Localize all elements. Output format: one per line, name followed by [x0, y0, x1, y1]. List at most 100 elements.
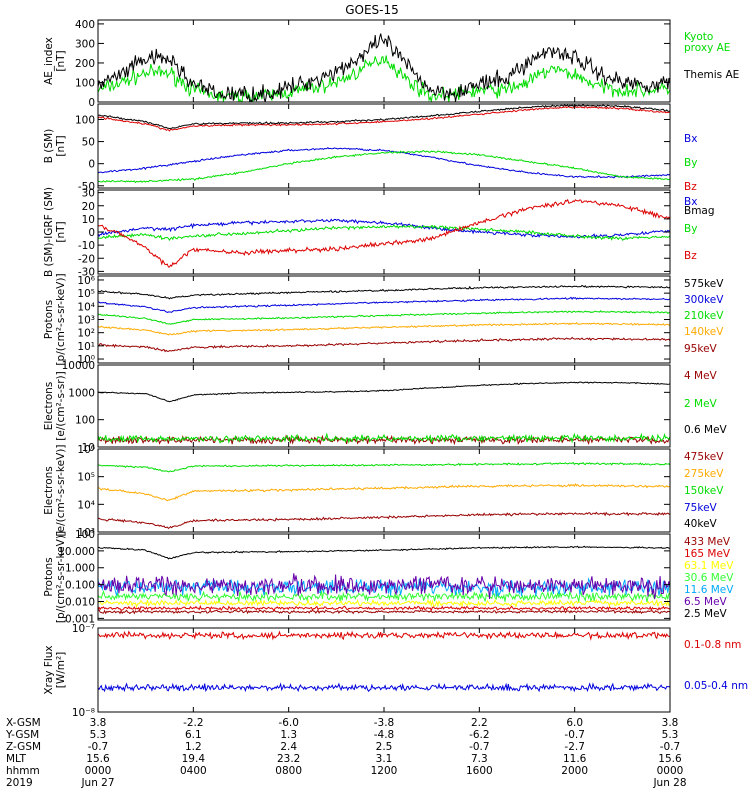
- ephemeris-row-label: MLT: [6, 753, 26, 765]
- plot-area: [98, 284, 670, 353]
- legend-entry: Bx: [684, 196, 697, 208]
- legend-entry: proxy AE: [684, 42, 730, 54]
- legend-entry: 0.6 MeV: [684, 424, 728, 436]
- series-line-1: [98, 147, 670, 179]
- legend-entry: 2 MeV: [684, 398, 718, 410]
- ephemeris-value: Jun 28: [652, 777, 686, 789]
- y-tick-label: 0.010: [65, 596, 95, 608]
- series-line-4: [98, 589, 670, 603]
- y-tick-label: 10²: [77, 328, 95, 340]
- panel-2: -50 0 50 100 B (SM) [nT] Bx By Bz Bmag: [43, 103, 715, 217]
- legend-entry: 30.6 MeV: [684, 572, 734, 584]
- y-tick-label: 10⁻⁷: [72, 623, 95, 635]
- legend-entry: 75keV: [684, 502, 718, 514]
- ephemeris-value: -4.8: [374, 729, 395, 741]
- ephemeris-value: 6.1: [185, 729, 202, 741]
- legend-entry: 63.1 MeV: [684, 560, 734, 572]
- y-tick-label: 100: [75, 529, 95, 541]
- y-axis-label: Electrons: [43, 382, 55, 431]
- ephemeris-value: 1.2: [185, 741, 202, 753]
- y-tick-label: 10⁰: [77, 354, 95, 366]
- legend-entry: 140keV: [684, 326, 724, 338]
- ephemeris-row-label: Y-GSM: [5, 729, 39, 741]
- series-line-1: [98, 434, 670, 446]
- ephemeris-value: -6.0: [278, 717, 299, 729]
- ephemeris-row-label: 2019: [6, 777, 33, 789]
- legend-entry: By: [684, 157, 697, 169]
- ephemeris-value: 15.6: [658, 753, 682, 765]
- plot-area: [98, 461, 670, 530]
- series-line-2: [98, 483, 670, 502]
- y-tick-label: 0.001: [65, 613, 95, 625]
- ephemeris-value: 3.8: [90, 717, 107, 729]
- y-axis-label: B (SM)-IGRF (SM): [43, 187, 55, 277]
- ephemeris-value: 2000: [561, 765, 588, 777]
- y-tick-label: 400: [75, 19, 95, 31]
- y-tick-label: 0: [88, 159, 95, 171]
- ephemeris-value: -2.2: [183, 717, 204, 729]
- ephemeris-row-label: Z-GSM: [6, 741, 41, 753]
- panel-frame: [97, 627, 671, 713]
- ephemeris-row-label: X-GSM: [6, 717, 41, 729]
- y-axis-label: [p/(cm²-s-sr-keV)]: [55, 273, 67, 365]
- legend-entry: Kyoto: [684, 31, 713, 43]
- ephemeris-value: 19.4: [182, 753, 206, 765]
- ephemeris-value: 1.3: [280, 729, 297, 741]
- legend-entry: 150keV: [684, 485, 724, 497]
- y-tick-label: 1000: [68, 387, 95, 399]
- series-line-7: [98, 545, 670, 560]
- series-line-2: [98, 150, 670, 184]
- y-axis-label: AE_index: [43, 37, 55, 85]
- panel-frame: [97, 275, 671, 364]
- legend-entry: Bz: [684, 181, 697, 193]
- panel-7: 0.001 0.010 0.100 1.000 10.000 100 Protons [p/(…: [43, 529, 734, 625]
- y-tick-label: 200: [75, 58, 95, 70]
- series-line-1: [98, 511, 670, 530]
- ephemeris-value: 7.3: [471, 753, 488, 765]
- plot-area: [98, 198, 670, 268]
- legend-entry: 433 MeV: [684, 536, 731, 548]
- y-tick-label: 10⁵: [77, 472, 95, 484]
- y-tick-label: -50: [78, 181, 95, 193]
- y-axis-label: B (SM): [43, 129, 55, 163]
- series-line-5: [98, 577, 670, 598]
- y-axis-label: [e/(cm²-s-sr)]: [55, 371, 67, 440]
- panel-frame: [97, 189, 671, 275]
- ephemeris-value: 1200: [371, 765, 398, 777]
- y-tick-label: 10.000: [58, 546, 95, 558]
- y-tick-label: 10⁻⁸: [72, 707, 95, 719]
- panel-8: 10⁻⁸ 10⁻⁷ Xray Flux [W/m²] 0.1-0.8 nm 0.05-0.…: [43, 623, 748, 719]
- y-axis-label: [e/(cm²-s-sr-keV)]: [55, 445, 67, 537]
- series-line-1: [98, 284, 670, 300]
- legend-entry: By: [684, 223, 697, 235]
- y-tick-label: 10⁵: [77, 288, 95, 300]
- series-line-2: [98, 33, 670, 102]
- series-line-1: [98, 218, 670, 240]
- ephemeris-value: -6.2: [469, 729, 490, 741]
- legend-entry: 300keV: [684, 294, 724, 306]
- ephemeris-value: 2.4: [280, 741, 297, 753]
- ephemeris-value: 0000: [85, 765, 112, 777]
- series-line-3: [98, 310, 670, 325]
- y-tick-label: 10: [82, 442, 95, 454]
- y-tick-label: 10¹: [77, 341, 95, 353]
- legend-entry: 275keV: [684, 468, 724, 480]
- legend-entry: 0.05-0.4 nm: [684, 680, 748, 692]
- legend-entry: Themis AE: [683, 69, 739, 81]
- y-tick-label: 10⁴: [77, 301, 95, 313]
- ephemeris-value: 3.1: [376, 753, 393, 765]
- y-tick-label: 100: [75, 114, 95, 126]
- series-line-6: [98, 573, 670, 599]
- series-line-1: [98, 55, 670, 102]
- series-line-1: [98, 609, 670, 615]
- series-line-2: [98, 432, 670, 445]
- series-line-1: [98, 630, 670, 641]
- y-axis-label: [nT]: [55, 135, 67, 156]
- ephemeris-value: 5.3: [90, 729, 107, 741]
- y-tick-label: 10⁶: [77, 444, 95, 456]
- y-tick-label: 50: [82, 137, 95, 149]
- series-line-3: [98, 598, 670, 609]
